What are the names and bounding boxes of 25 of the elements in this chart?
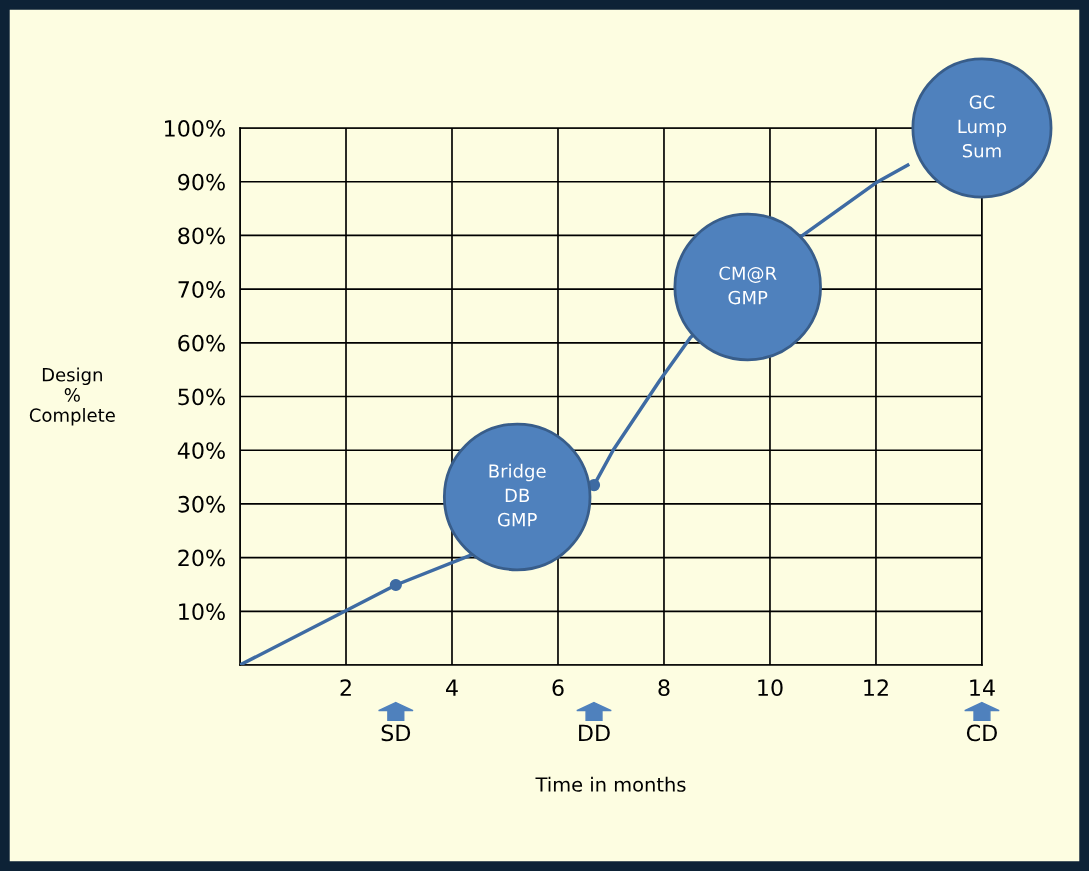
x-axis-title: Time in months xyxy=(535,776,686,792)
y-tick-label: 70% xyxy=(178,281,225,298)
series-label: CM@R GMP xyxy=(719,266,777,305)
y-tick-label: 50% xyxy=(178,388,225,406)
text: DD xyxy=(579,724,610,741)
x-tick-label: 4 xyxy=(446,679,458,696)
x-tick-label: 10 xyxy=(758,679,783,697)
x-tick-label: 6 xyxy=(552,679,564,697)
y-tick-label: 60% xyxy=(178,334,225,352)
y-tick-label: 10% xyxy=(179,603,225,621)
y-axis-title: Design % Complete xyxy=(29,367,115,426)
text: CD xyxy=(966,724,997,742)
y-tick-label: 30% xyxy=(178,495,225,513)
text: SD xyxy=(381,724,411,742)
x-tick-label: 2 xyxy=(340,679,351,696)
series-label: Bridge DB GMP xyxy=(489,463,546,527)
x-tick-label: 12 xyxy=(864,679,888,696)
y-tick-label: 20% xyxy=(178,549,225,567)
y-tick-label: 80% xyxy=(178,227,225,245)
x-tick-label: 8 xyxy=(658,679,670,697)
y-tick-label: 90% xyxy=(178,173,225,191)
y-tick-label: 100% xyxy=(165,119,225,137)
x-tick-label: 14 xyxy=(970,679,995,696)
series-label: GC Lump Sum xyxy=(958,95,1007,158)
y-tick-label: 40% xyxy=(177,442,225,459)
